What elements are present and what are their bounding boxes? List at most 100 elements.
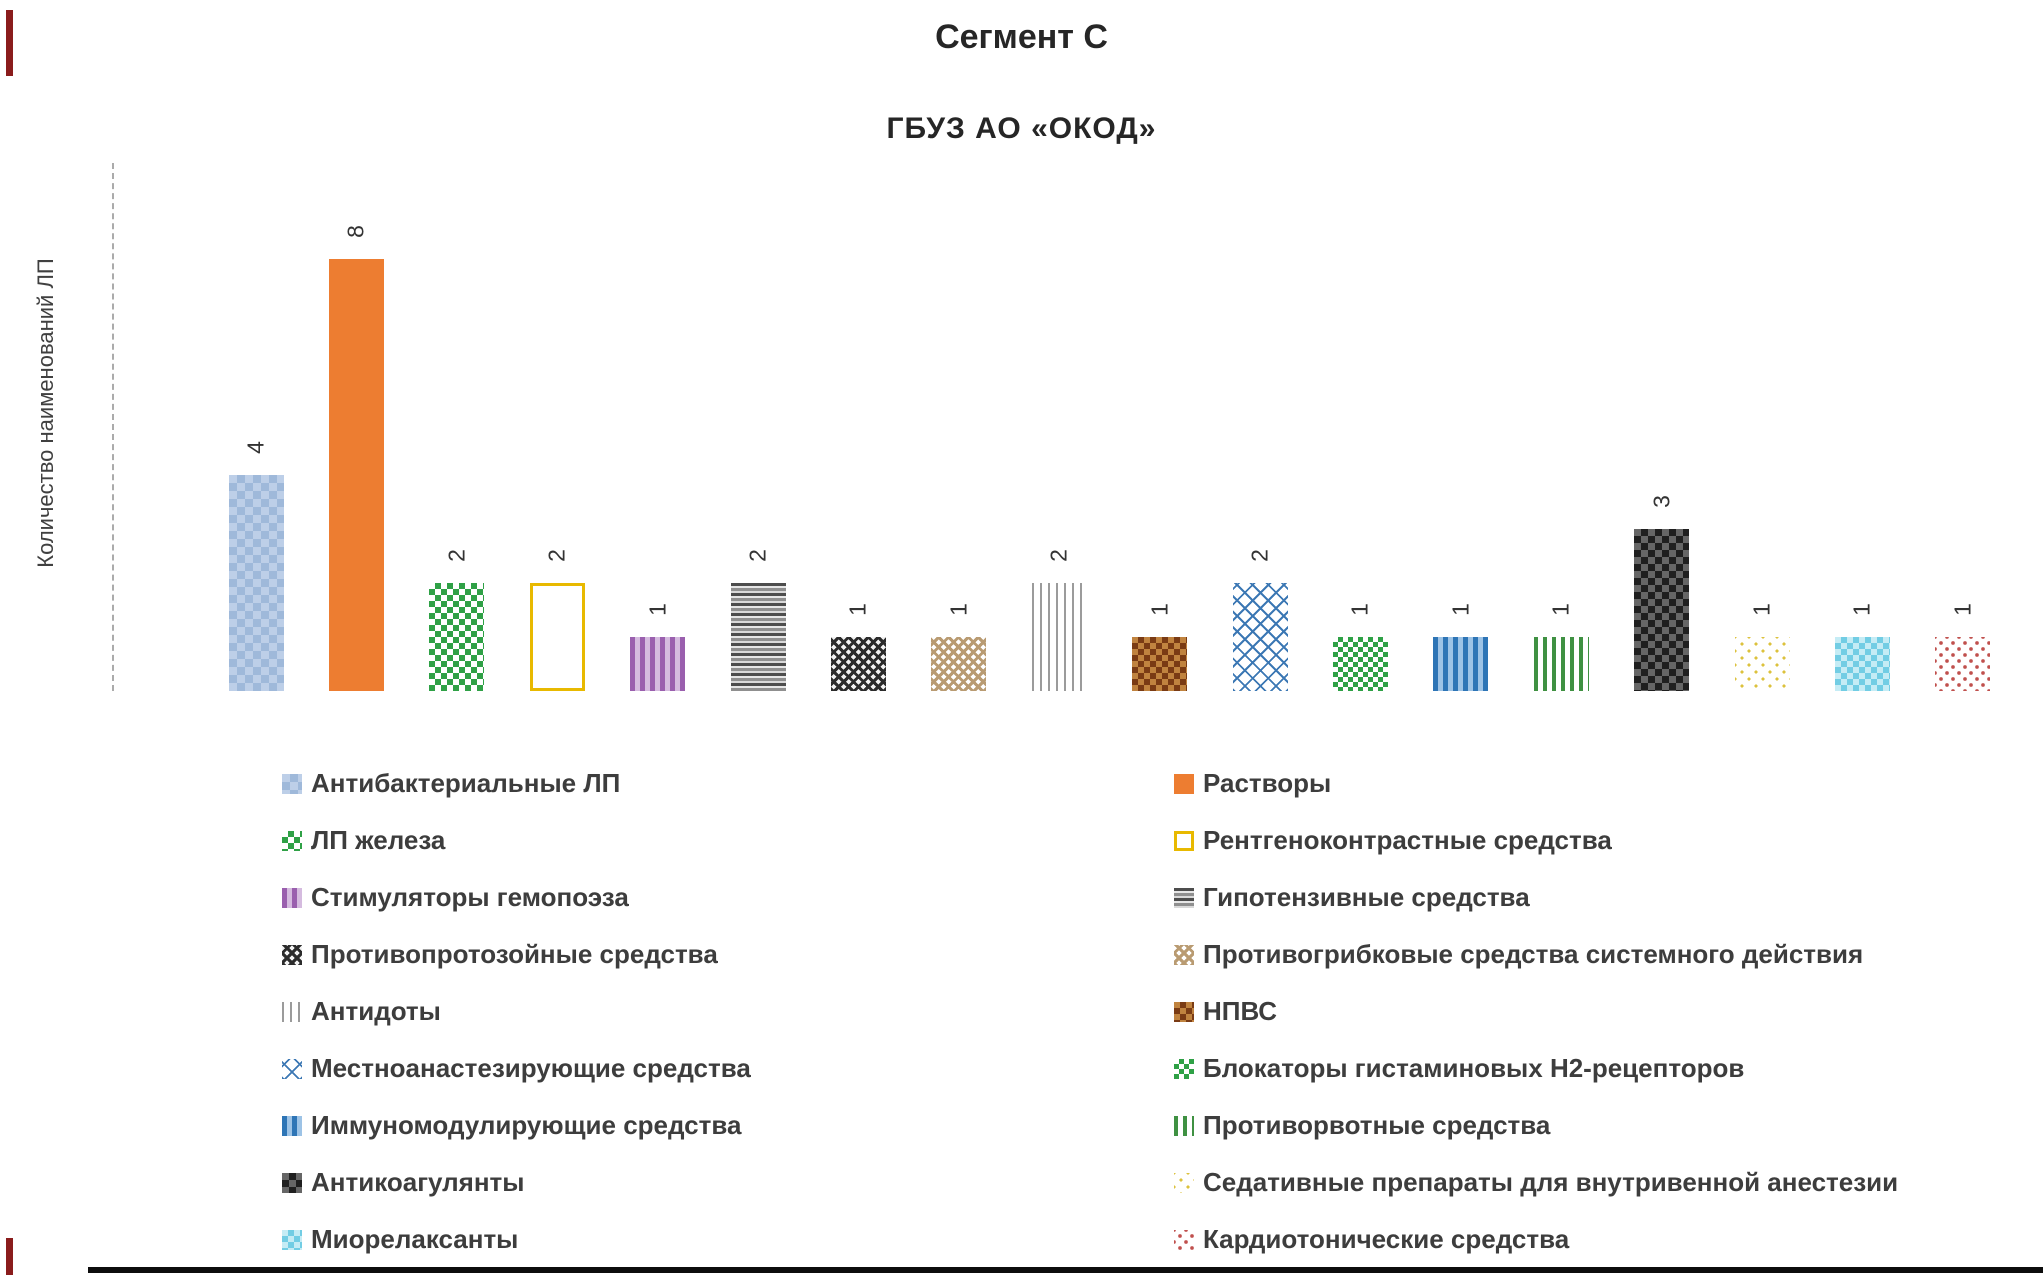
bar-value-label: 8 [342, 225, 369, 238]
legend-item-11: Блокаторы гистаминовых Н2-рецепторов [1174, 1053, 1898, 1084]
legend-label: НПВС [1203, 996, 1278, 1026]
bar-value-label: 1 [1949, 603, 1976, 616]
legend-swatch-icon [1174, 773, 1194, 794]
bar-value-label: 3 [1648, 495, 1675, 508]
legend-label: Антикоагулянты [311, 1167, 525, 1197]
legend-swatch-icon [282, 773, 302, 794]
legend-swatch-icon [1174, 887, 1194, 908]
bar-group-6: 1 [830, 160, 886, 691]
legend-label: Противорвотные средства [1203, 1110, 1551, 1140]
bar-group-11: 1 [1332, 160, 1388, 691]
legend-label: ЛП железа [311, 825, 446, 855]
legend-swatch-icon [1174, 1229, 1194, 1250]
bar-orange-solid [328, 259, 384, 691]
bar-group-0: 4 [228, 160, 284, 691]
bar-value-label: 1 [1146, 603, 1173, 616]
legend-label: Стимуляторы гемопоэза [311, 882, 629, 912]
legend-label: Блокаторы гистаминовых Н2-рецепторов [1203, 1053, 1745, 1083]
legend-swatch-icon [1174, 830, 1194, 851]
legend-item-3: Рентгеноконтрастные средства [1174, 825, 1898, 856]
legend-label: Гипотензивные средства [1203, 882, 1530, 912]
bar-maroon-check [1132, 637, 1188, 691]
bar-blue-check [228, 475, 284, 691]
bar-blue-vstripe [1433, 637, 1489, 691]
bar-group-9: 1 [1132, 160, 1188, 691]
bar-group-7: 1 [931, 160, 987, 691]
bar-group-1: 8 [328, 160, 384, 691]
bar-green-check-dense [1332, 637, 1388, 691]
y-axis-line [112, 163, 114, 691]
legend-label: Кардиотонические средства [1203, 1224, 1570, 1254]
legend-label: Миорелаксанты [311, 1224, 519, 1254]
bar-value-label: 1 [1547, 603, 1574, 616]
bar-value-label: 4 [242, 441, 269, 454]
legend-label: Растворы [1203, 768, 1332, 798]
bar-value-label: 1 [1346, 603, 1373, 616]
bar-gray-hstripe [730, 583, 786, 691]
bar-value-label: 1 [945, 603, 972, 616]
bar-group-3: 2 [529, 160, 585, 691]
legend-item-4: Стимуляторы гемопоэза [282, 882, 1174, 913]
bar-tan-crosshatch [931, 637, 987, 691]
legend-item-7: Противогрибковые средства системного дей… [1174, 939, 1898, 970]
bar-group-10: 2 [1232, 160, 1288, 691]
bar-group-8: 2 [1031, 160, 1087, 691]
legend-swatch-icon [282, 887, 302, 908]
bottom-border-artifact [88, 1267, 2043, 1273]
bar-purple-vstripe [630, 637, 686, 691]
bar-group-13: 1 [1533, 160, 1589, 691]
legend-item-0: Антибактериальные ЛП [282, 768, 1174, 799]
legend-item-6: Противопротозойные средства [282, 939, 1174, 970]
legend-swatch-icon [1174, 1001, 1194, 1022]
bar-value-label: 1 [1447, 603, 1474, 616]
bar-thin-vlines [1031, 583, 1087, 691]
legend: Антибактериальные ЛП Растворы ЛП железа Рен… [282, 755, 1898, 1268]
bar-group-15: 1 [1734, 160, 1790, 691]
bar-value-label: 1 [844, 603, 871, 616]
bar-group-14: 3 [1634, 160, 1690, 691]
bar-value-label: 2 [443, 549, 470, 562]
legend-swatch-icon [282, 1115, 302, 1136]
legend-item-12: Иммуномодулирующие средства [282, 1110, 1174, 1141]
legend-item-5: Гипотензивные средства [1174, 882, 1898, 913]
legend-item-17: Кардиотонические средства [1174, 1224, 1898, 1255]
legend-label: Седативные препараты для внутривенной ан… [1203, 1167, 1899, 1197]
bar-dark-check [1634, 529, 1690, 691]
bar-group-4: 1 [630, 160, 686, 691]
legend-item-9: НПВС [1174, 996, 1898, 1027]
bar-value-label: 1 [1748, 603, 1775, 616]
legend-label: Рентгеноконтрастные средства [1203, 825, 1612, 855]
bar-value-label: 2 [1246, 549, 1273, 562]
bar-group-17: 1 [1935, 160, 1991, 691]
legend-item-14: Антикоагулянты [282, 1167, 1174, 1198]
legend-swatch-icon [282, 944, 302, 965]
bar-yellow-outline [529, 583, 585, 691]
legend-item-13: Противорвотные средства [1174, 1110, 1898, 1141]
legend-item-1: Растворы [1174, 768, 1898, 799]
bar-green-check [429, 583, 485, 691]
legend-item-16: Миорелаксанты [282, 1224, 1174, 1255]
bar-group-16: 1 [1834, 160, 1890, 691]
legend-swatch-icon [282, 1001, 302, 1022]
legend-swatch-icon [1174, 1115, 1194, 1136]
legend-swatch-icon [282, 830, 302, 851]
legend-item-15: Седативные препараты для внутривенной ан… [1174, 1167, 1898, 1198]
legend-label: Антибактериальные ЛП [311, 768, 621, 798]
legend-label: Местноанастезирующие средства [311, 1053, 751, 1083]
legend-label: Противогрибковые средства системного дей… [1203, 939, 1864, 969]
bar-value-label: 2 [543, 549, 570, 562]
legend-item-2: ЛП железа [282, 825, 1174, 856]
legend-swatch-icon [1174, 1172, 1194, 1193]
legend-label: Противопротозойные средства [311, 939, 718, 969]
legend-label: Иммуномодулирующие средства [311, 1110, 742, 1140]
legend-item-8: Антидоты [282, 996, 1174, 1027]
bar-cyan-check [1834, 637, 1890, 691]
chart-subtitle: ГБУЗ АО «ОКОД» [886, 112, 1157, 145]
bar-value-label: 1 [644, 603, 671, 616]
bar-green-vstripe [1533, 637, 1589, 691]
bar-group-5: 2 [730, 160, 786, 691]
plot-area: 4 8 2 2 1 2 1 1 2 1 2 1 1 1 3 1 1 1 [0, 160, 2043, 691]
bar-value-label: 2 [744, 549, 771, 562]
legend-item-10: Местноанастезирующие средства [282, 1053, 1174, 1084]
